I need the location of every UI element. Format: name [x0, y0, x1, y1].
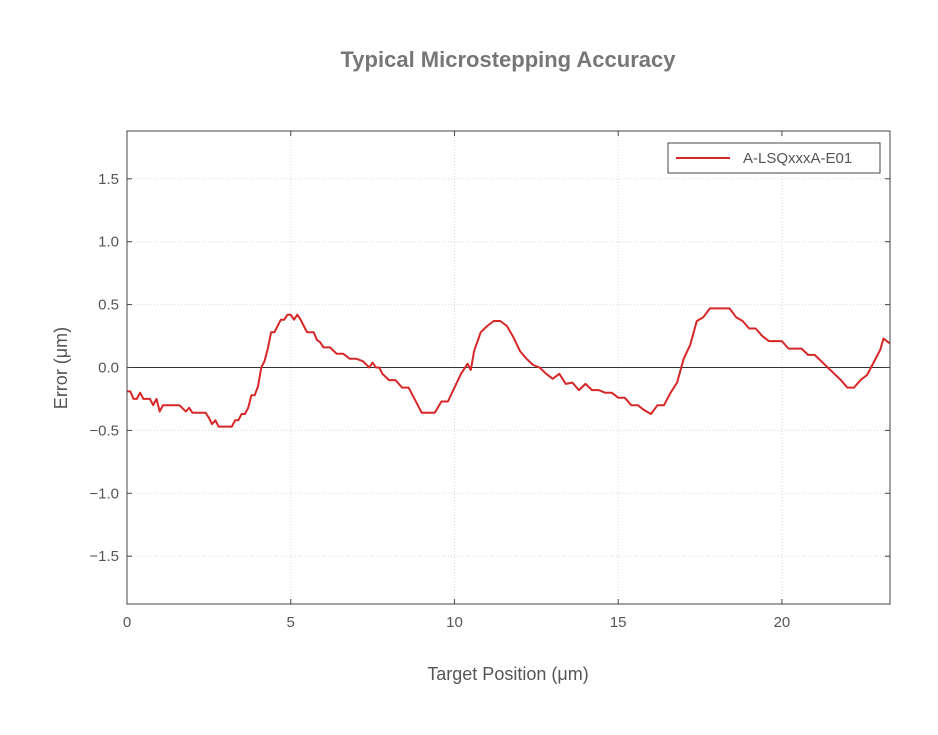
y-tick-label: 0.0	[98, 360, 119, 377]
grid	[126, 131, 890, 604]
y-axis-label: Error (μm)	[51, 327, 71, 409]
x-tick-label: 10	[446, 614, 463, 631]
series-line	[127, 307, 891, 428]
y-tick-label: 0.5	[98, 297, 119, 314]
y-ticks: 1.5 1.0 0.5 0.0 −0.5 −1.0 −1.5	[89, 171, 890, 565]
x-tick-label: 0	[123, 614, 131, 631]
x-tick-label: 5	[287, 614, 295, 631]
x-tick-label: 20	[774, 614, 791, 631]
legend: A-LSQxxxA-E01	[667, 142, 881, 174]
y-tick-label: −1.0	[89, 485, 119, 502]
x-axis-label: Target Position (μm)	[427, 664, 588, 684]
y-tick-label: 1.0	[98, 234, 119, 251]
y-tick-label: −0.5	[89, 422, 119, 439]
chart-title: Typical Microstepping Accuracy	[341, 47, 677, 72]
x-tick-label: 15	[610, 614, 627, 631]
x-ticks: 0 5 10 15 20	[123, 131, 790, 631]
y-tick-label: 1.5	[98, 171, 119, 188]
legend-label: A-LSQxxxA-E01	[743, 150, 852, 167]
y-tick-label: −1.5	[89, 548, 119, 565]
series-group	[127, 307, 891, 428]
